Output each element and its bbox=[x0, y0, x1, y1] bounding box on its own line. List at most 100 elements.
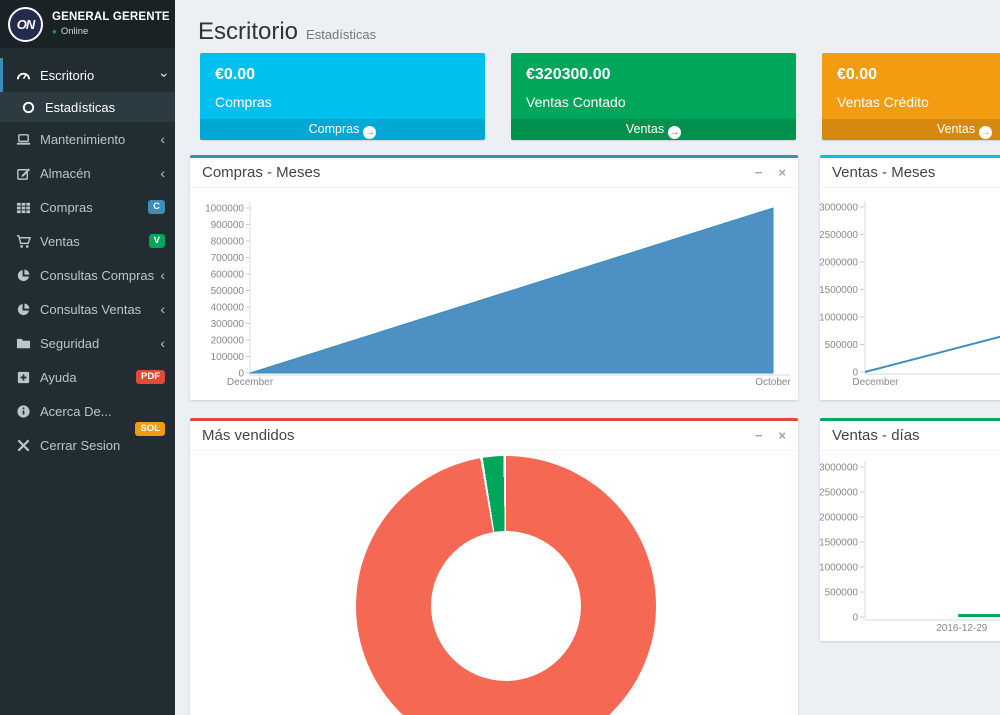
ventas-meses-box: Ventas - Meses 0 500000 1000000 1500000 2000… bbox=[820, 155, 1000, 400]
chevron-left-icon: ‹ bbox=[160, 165, 165, 181]
sidebar-item-label: Almacén bbox=[40, 165, 91, 181]
app-logo-icon: ON bbox=[8, 6, 43, 42]
sidebar: ON GENERAL GERENTE ● Online Escritorio ‹ E… bbox=[0, 0, 175, 715]
svg-text:1000000: 1000000 bbox=[205, 204, 244, 215]
svg-text:October: October bbox=[755, 377, 791, 388]
minimize-button[interactable]: − bbox=[754, 428, 763, 443]
svg-text:0: 0 bbox=[852, 613, 858, 624]
info-icon bbox=[16, 404, 31, 419]
donut-hole bbox=[431, 531, 581, 681]
edit-icon bbox=[16, 166, 31, 181]
box-header: Ventas - días bbox=[820, 421, 1000, 451]
close-x-icon bbox=[16, 438, 31, 453]
sidebar-item-cerrar-sesion[interactable]: Cerrar Sesion SOL bbox=[0, 422, 175, 462]
grid-icon bbox=[16, 200, 31, 215]
minimize-button[interactable]: − bbox=[754, 165, 763, 180]
sidebar-item-seguridad[interactable]: Seguridad ‹ bbox=[0, 326, 175, 360]
pie-icon bbox=[16, 302, 31, 317]
folder-icon bbox=[16, 336, 31, 351]
info-box-label: Compras bbox=[215, 94, 272, 110]
logo-text: ON bbox=[16, 16, 35, 32]
laptop-icon bbox=[16, 132, 31, 147]
sidebar-item-almacen[interactable]: Almacén ‹ bbox=[0, 156, 175, 190]
gauge-icon bbox=[16, 68, 31, 83]
info-box-label: Ventas Contado bbox=[526, 94, 626, 110]
sidebar-item-consultas-ventas[interactable]: Consultas Ventas ‹ bbox=[0, 292, 175, 326]
info-box-value: €0.00 bbox=[837, 66, 878, 83]
chevron-left-icon: ‹ bbox=[160, 335, 165, 351]
badge-pdf: PDF bbox=[136, 370, 165, 384]
ventas-meses-chart: 0 500000 1000000 1500000 2000000 2500000 30000… bbox=[820, 201, 1000, 388]
sidebar-item-consultas-compras[interactable]: Consultas Compras ‹ bbox=[0, 258, 175, 292]
svg-text:1500000: 1500000 bbox=[820, 285, 858, 296]
sidebar-item-label: Consultas Compras bbox=[40, 267, 155, 283]
badge-v: V bbox=[148, 234, 165, 248]
brand-title: GENERAL GERENTE bbox=[52, 11, 170, 23]
svg-text:December: December bbox=[227, 377, 274, 388]
svg-text:100000: 100000 bbox=[211, 352, 245, 363]
box-header: Compras - Meses − × bbox=[190, 158, 798, 188]
footer-link-label: Ventas bbox=[936, 122, 976, 136]
badge-c: C bbox=[148, 200, 165, 214]
svg-text:December: December bbox=[852, 377, 899, 388]
circle-o-icon bbox=[21, 100, 36, 115]
svg-text:1000000: 1000000 bbox=[820, 563, 858, 574]
info-box-footer-link[interactable]: Compras → bbox=[200, 119, 485, 140]
sidebar-item-label: Acerca De... bbox=[40, 403, 112, 419]
sidebar-item-mantenimiento[interactable]: Mantenimiento ‹ bbox=[0, 122, 175, 156]
svg-text:900000: 900000 bbox=[211, 220, 245, 231]
info-box-row: €0.00 Compras Compras → €320300.00 Ventas Con… bbox=[200, 53, 1000, 140]
svg-text:0: 0 bbox=[238, 369, 244, 380]
svg-text:0: 0 bbox=[852, 368, 858, 379]
cart-icon bbox=[16, 234, 31, 249]
svg-text:200000: 200000 bbox=[211, 336, 245, 347]
svg-text:2000000: 2000000 bbox=[820, 513, 858, 524]
svg-text:300000: 300000 bbox=[211, 319, 245, 330]
sidebar-item-label: Consultas Ventas bbox=[40, 301, 142, 317]
info-box-footer-link[interactable]: Ventas → bbox=[822, 119, 1000, 140]
sidebar-item-label: Mantenimiento bbox=[40, 131, 126, 147]
sidebar-item-ventas[interactable]: Ventas V bbox=[0, 224, 175, 258]
chevron-left-icon: ‹ bbox=[160, 301, 165, 317]
chevron-down-icon: ‹ bbox=[154, 72, 171, 78]
close-button[interactable]: × bbox=[778, 165, 786, 180]
badge-sol: SOL bbox=[135, 422, 165, 436]
box-header: Ventas - Meses bbox=[820, 158, 1000, 188]
svg-text:2016-12-29: 2016-12-29 bbox=[936, 623, 988, 634]
info-box-footer-link[interactable]: Ventas → bbox=[511, 119, 796, 140]
sidebar-item-label: Ayuda bbox=[40, 369, 77, 385]
sidebar-item-acerca-de[interactable]: Acerca De... bbox=[0, 394, 175, 428]
page-header: Escritorio Estadísticas bbox=[198, 18, 376, 46]
svg-text:2500000: 2500000 bbox=[820, 488, 858, 499]
svg-text:400000: 400000 bbox=[211, 303, 245, 314]
chevron-left-icon: ‹ bbox=[160, 131, 165, 147]
ventas-dias-chart: 0 500000 1000000 1500000 2000000 2500000 30000… bbox=[820, 461, 1000, 634]
sidebar-item-label: Escritorio bbox=[40, 67, 95, 83]
arrow-circle-right-icon: → bbox=[363, 126, 377, 139]
svg-text:3000000: 3000000 bbox=[820, 203, 858, 214]
mas-vendidos-box: Más vendidos − × bbox=[190, 418, 798, 715]
sidebar-item-label: Compras bbox=[40, 199, 93, 215]
online-dot-icon: ● bbox=[52, 26, 57, 36]
footer-link-label: Ventas bbox=[625, 122, 665, 136]
info-box-compras: €0.00 Compras Compras → bbox=[200, 53, 485, 140]
sidebar-item-estadisticas[interactable]: Estadísticas bbox=[0, 92, 175, 122]
plus-square-icon bbox=[16, 370, 31, 385]
footer-link-label: Compras bbox=[308, 122, 360, 136]
box-title: Compras - Meses bbox=[202, 164, 321, 181]
sidebar-item-label: Estadísticas bbox=[45, 99, 116, 115]
ventas-dias-box: Ventas - días 0 500000 1000000 1500000 20000… bbox=[820, 418, 1000, 641]
info-box-value: €0.00 bbox=[215, 66, 256, 83]
sidebar-item-escritorio[interactable]: Escritorio ‹ bbox=[0, 58, 175, 92]
brand-text: GENERAL GERENTE ● Online bbox=[52, 11, 170, 37]
close-button[interactable]: × bbox=[778, 428, 786, 443]
page-title: Escritorio bbox=[198, 18, 299, 45]
compras-meses-chart: 0 100000 200000 300000 400000 500000 600000 700… bbox=[205, 202, 791, 388]
box-title: Más vendidos bbox=[202, 427, 295, 444]
svg-text:2000000: 2000000 bbox=[820, 258, 858, 269]
box-title: Ventas - días bbox=[832, 427, 920, 444]
svg-text:500000: 500000 bbox=[825, 588, 859, 599]
sidebar-item-ayuda[interactable]: Ayuda PDF bbox=[0, 360, 175, 394]
sidebar-item-compras[interactable]: Compras C bbox=[0, 190, 175, 224]
svg-text:700000: 700000 bbox=[211, 253, 245, 264]
